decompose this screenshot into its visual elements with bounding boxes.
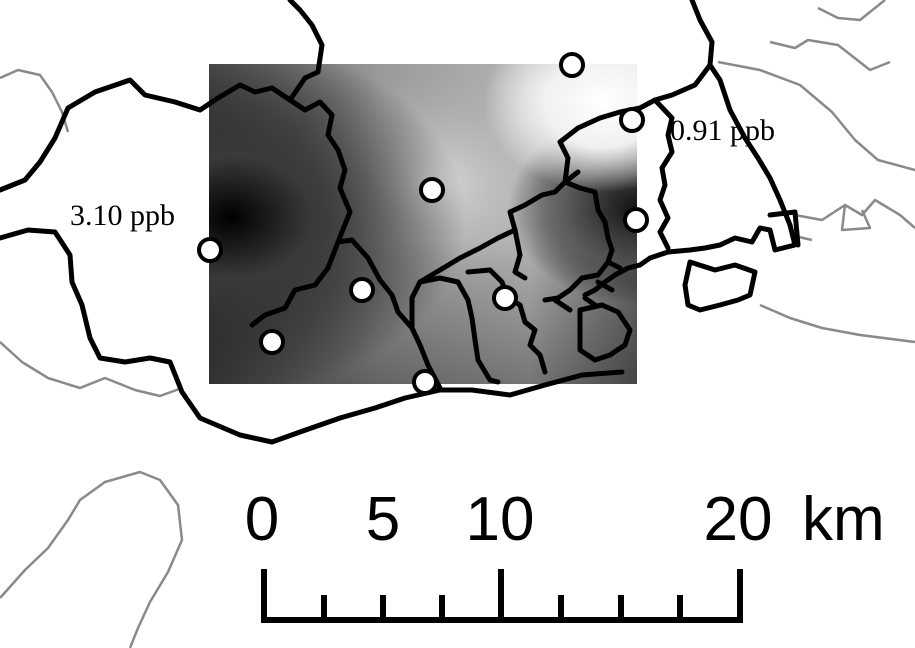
station-marker[interactable]	[419, 177, 445, 203]
scale-bar-line	[261, 569, 743, 623]
station-marker[interactable]	[623, 207, 649, 233]
scale-tick-label-0: 0	[245, 485, 279, 554]
scale-unit-label: km	[802, 485, 885, 554]
district-boundaries	[0, 0, 801, 445]
min-concentration-label: 0.91 ppb	[670, 114, 775, 147]
scale-bar: 0 5 10 20 km	[245, 485, 885, 623]
station-marker[interactable]	[559, 52, 585, 78]
concentration-raster	[209, 64, 637, 384]
monitoring-stations	[197, 52, 649, 395]
station-marker[interactable]	[619, 107, 645, 133]
station-marker[interactable]	[197, 237, 223, 263]
scale-tick-label-10: 10	[466, 485, 535, 554]
station-marker[interactable]	[259, 329, 285, 355]
scale-tick-label-5: 5	[366, 485, 400, 554]
station-marker[interactable]	[349, 277, 375, 303]
max-concentration-label: 3.10 ppb	[70, 199, 175, 232]
station-marker[interactable]	[492, 285, 518, 311]
scale-tick-label-20: 20	[704, 485, 773, 554]
station-marker[interactable]	[412, 369, 438, 395]
